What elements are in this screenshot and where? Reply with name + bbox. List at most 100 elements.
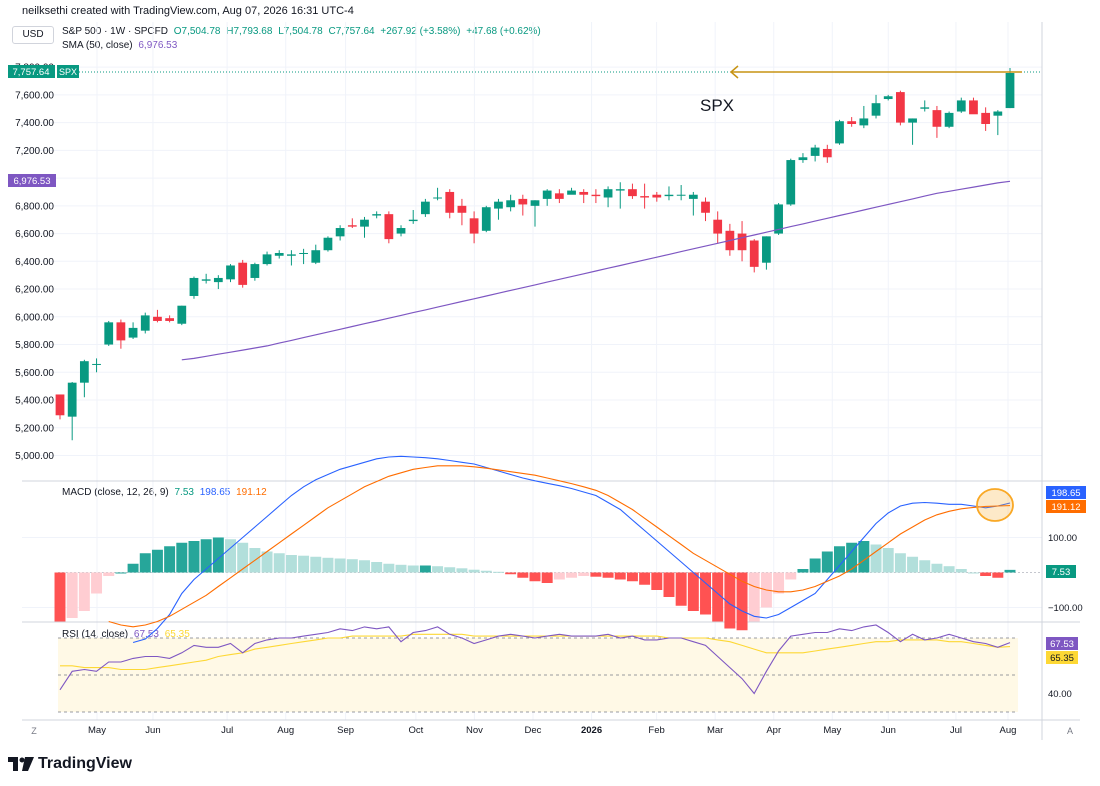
macd-hist-bar (992, 572, 1004, 578)
candle-body (201, 279, 211, 281)
currency-button[interactable]: USD (12, 26, 54, 44)
macd-hist-bar (310, 556, 322, 573)
macd-hist-bar (322, 557, 334, 573)
macd-signal-value: 191.12 (236, 487, 267, 498)
price-tick-label: 6,200.00 (15, 285, 54, 296)
candle-body (518, 198, 528, 205)
macd-hist-bar (225, 539, 236, 573)
macd-hist-bar (566, 572, 578, 578)
candle-body (652, 194, 662, 198)
candle-body (749, 240, 759, 267)
candle-body (920, 107, 930, 109)
macd-hist-bar (748, 572, 760, 622)
macd-label[interactable]: MACD (close, 12, 26, 9) (62, 487, 169, 498)
extra-change-value: +47.68 (+0.62%) (466, 26, 541, 37)
macd-hist-bar (663, 572, 675, 597)
candle-body (323, 237, 333, 251)
macd-hist-bar (261, 551, 273, 573)
macd-hist-bar (517, 572, 529, 578)
macd-hist-bar (907, 556, 919, 573)
candle-body (932, 110, 942, 127)
rsi-label[interactable]: RSI (14, close) (62, 629, 129, 640)
rsi-line (59, 624, 1011, 695)
time-tick-label: Oct (408, 725, 423, 736)
macd-hist-bar (980, 572, 992, 576)
macd-hist-bar (724, 572, 736, 629)
macd-hist-bar (212, 537, 224, 573)
tradingview-wordmark: TradingView (38, 755, 132, 772)
candle-body (311, 250, 321, 263)
time-tick-label: Dec (525, 725, 542, 736)
macd-hist-bar (395, 564, 407, 573)
price-tick-label: 6,600.00 (15, 229, 54, 240)
candle-body (713, 219, 723, 234)
signal-line (108, 465, 1011, 628)
macd-hist-bar (115, 572, 127, 574)
candle-body (165, 318, 174, 321)
macd-hist-bar (943, 566, 955, 573)
price-tick-label: 5,000.00 (15, 451, 54, 462)
macd-legend: MACD (close, 12, 26, 9) 7.53 198.65 191.… (62, 487, 270, 498)
high-value: H7,793.68 (226, 26, 273, 37)
candle-body (226, 265, 235, 280)
candle-body (859, 118, 869, 126)
rsi-tick-label: 40.00 (1048, 689, 1072, 700)
candle-body (153, 316, 162, 321)
candle-body (896, 92, 905, 123)
candle-body (128, 327, 138, 338)
price-axis-badges: 7,757.64 SPX 6,976.53 198.65 191.12 7.53… (8, 65, 1086, 664)
open-value: O7,504.78 (173, 26, 221, 37)
macd-histogram (54, 537, 1016, 631)
rsi-lines (59, 624, 1011, 695)
macd-hist-bar (103, 572, 115, 576)
candle-body (908, 118, 917, 123)
signal-badge: 191.12 (1051, 502, 1080, 513)
macd-hist-bar (237, 542, 249, 573)
candle-body (542, 190, 552, 199)
macd-hist-bar (54, 572, 66, 622)
candle-body (944, 112, 954, 127)
sma-value: 6,976.53 (138, 40, 178, 51)
macd-value: 198.65 (199, 487, 231, 498)
macd-line (132, 455, 1011, 644)
candle-body (835, 121, 844, 144)
candle-body (347, 225, 357, 227)
candle-body (79, 361, 89, 383)
macd-hist-bar (468, 569, 480, 573)
tradingview-logo: TradingView (8, 753, 132, 775)
price-tick-label: 5,600.00 (15, 368, 54, 379)
last-price-badge: 7,757.64 (13, 67, 50, 78)
macd-hist-bar (712, 572, 724, 622)
macd-hist-bar (200, 539, 212, 573)
sma-line (181, 180, 1011, 361)
price-tick-label: 5,400.00 (15, 396, 54, 407)
candle-body (55, 394, 65, 416)
time-axis: May Jun Jul Aug Sep Oct Nov Dec 2026 Feb Mar Apr May… (88, 725, 1016, 736)
candle-body (104, 322, 114, 345)
close-value: C7,757.64 (328, 26, 375, 37)
time-tick-label: May (823, 725, 841, 736)
time-tick-label: 2026 (581, 725, 602, 736)
macd-tick-label: −100.00 (1048, 603, 1083, 614)
macd-crossover-circle (976, 488, 1014, 522)
auto-scale-toggle[interactable]: A (1067, 726, 1073, 736)
time-tick-label: Feb (648, 725, 664, 736)
candle-body (615, 189, 625, 191)
time-tick-label: Mar (707, 725, 723, 736)
sma-path (181, 180, 1011, 361)
timezone-left[interactable]: Z (31, 726, 37, 736)
candle-body (871, 103, 881, 116)
time-tick-label: Aug (277, 725, 294, 736)
macd-hist-bar (91, 572, 103, 594)
macd-hist-bar (870, 544, 882, 573)
candle-body (335, 228, 345, 237)
time-tick-label: Jun (881, 725, 896, 736)
rsi-ma-value: 65.35 (164, 629, 190, 640)
symbol-label[interactable]: S&P 500 · 1W · SPCFD (62, 26, 168, 37)
candle-body (786, 160, 796, 205)
macd-hist-bar (797, 569, 809, 573)
time-tick-label: Jul (221, 725, 233, 736)
macd-hist-bar (444, 567, 456, 573)
candle-body (445, 191, 455, 213)
